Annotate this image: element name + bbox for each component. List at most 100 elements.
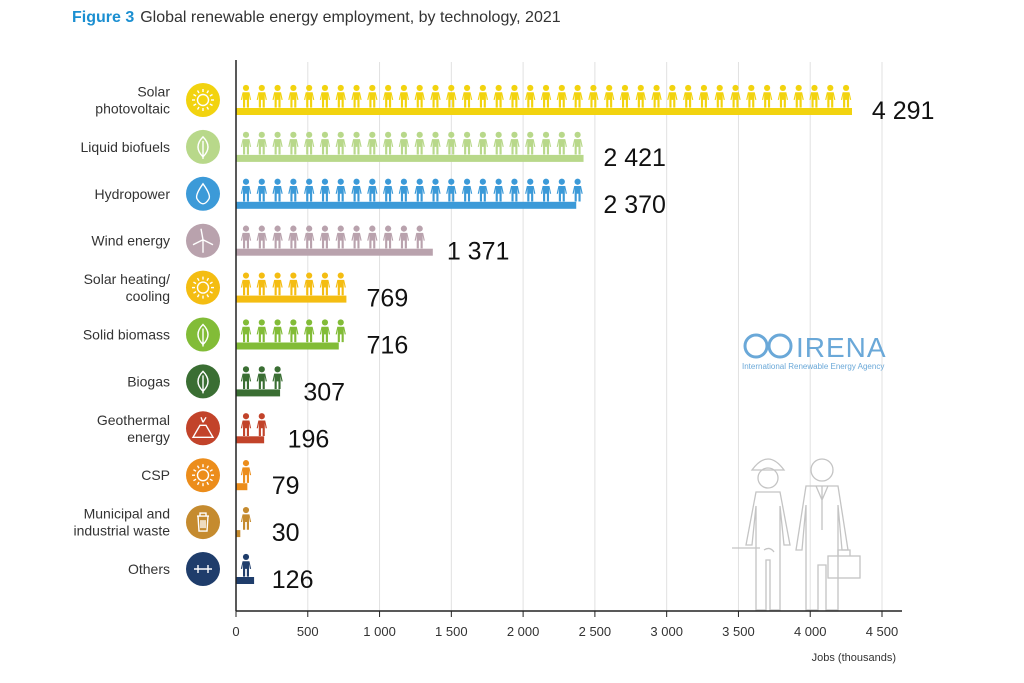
bar xyxy=(236,530,241,538)
person-pictogram xyxy=(272,178,283,202)
category-label: Wind energy xyxy=(91,233,170,249)
person-pictogram xyxy=(319,131,331,155)
person-pictogram xyxy=(240,366,252,390)
person-pictogram xyxy=(304,84,315,108)
value-label: 307 xyxy=(303,378,345,406)
x-tick-label: 3 500 xyxy=(722,624,755,639)
person-pictogram xyxy=(493,131,504,155)
person-pictogram xyxy=(335,178,346,202)
category-label: Solid biomass xyxy=(83,327,170,343)
x-tick-label: 2 500 xyxy=(579,624,612,639)
value-label: 126 xyxy=(272,566,314,594)
category-label: Geothermal xyxy=(97,412,170,428)
person-pictogram xyxy=(288,272,299,296)
bar xyxy=(236,436,265,444)
value-label: 30 xyxy=(272,519,300,547)
value-label: 1 371 xyxy=(447,238,510,266)
bar xyxy=(236,154,584,162)
person-pictogram xyxy=(509,178,520,202)
value-label: 4 291 xyxy=(872,97,935,125)
plus-minus-icon xyxy=(186,552,220,586)
person-pictogram xyxy=(540,131,552,155)
person-pictogram xyxy=(588,84,599,108)
person-pictogram xyxy=(240,225,252,249)
person-pictogram xyxy=(288,178,299,202)
person-pictogram xyxy=(335,319,346,343)
person-pictogram xyxy=(683,84,694,108)
person-pictogram xyxy=(477,84,489,108)
person-pictogram xyxy=(240,413,252,436)
x-tick-label: 1 500 xyxy=(435,624,468,639)
category-label: Biogas xyxy=(127,373,170,389)
person-pictogram xyxy=(288,84,299,108)
person-pictogram xyxy=(288,225,299,249)
person-pictogram xyxy=(493,84,504,108)
person-pictogram xyxy=(461,131,473,155)
person-pictogram xyxy=(840,84,852,108)
person-pictogram xyxy=(698,84,710,108)
x-tick-label: 1 000 xyxy=(363,624,396,639)
person-pictogram xyxy=(288,131,299,155)
person-pictogram xyxy=(461,84,473,108)
person-pictogram xyxy=(304,319,315,343)
person-pictogram xyxy=(477,178,489,202)
person-pictogram xyxy=(477,131,489,155)
person-pictogram xyxy=(398,84,410,108)
person-pictogram xyxy=(746,84,757,108)
category-label: Municipal and xyxy=(84,506,170,522)
person-pictogram xyxy=(556,178,567,202)
person-pictogram xyxy=(272,225,283,249)
person-pictogram xyxy=(335,225,346,249)
x-tick-label: 3 000 xyxy=(650,624,683,639)
person-pictogram xyxy=(556,131,567,155)
category-label: Others xyxy=(128,561,170,577)
value-label: 2 421 xyxy=(603,144,666,172)
person-pictogram xyxy=(240,460,252,483)
bar xyxy=(236,108,852,115)
sun-icon xyxy=(186,458,220,493)
person-pictogram xyxy=(351,84,362,108)
person-pictogram xyxy=(430,131,441,155)
person-pictogram xyxy=(272,84,283,108)
person-pictogram xyxy=(335,272,346,296)
x-axis-title: Jobs (thousands) xyxy=(812,652,896,664)
person-pictogram xyxy=(367,84,378,108)
person-pictogram xyxy=(288,319,299,343)
person-pictogram xyxy=(240,506,252,530)
bar xyxy=(236,201,577,209)
leaf-icon xyxy=(186,317,220,352)
person-pictogram xyxy=(319,178,331,202)
person-pictogram xyxy=(398,178,410,202)
category-label: Solar heating/ xyxy=(84,271,171,287)
category-label: industrial waste xyxy=(74,523,171,539)
sun-icon xyxy=(186,83,220,117)
person-pictogram xyxy=(714,84,725,108)
x-tick-label: 4 000 xyxy=(794,624,827,639)
person-pictogram xyxy=(256,272,267,296)
person-pictogram xyxy=(430,84,441,108)
bar xyxy=(236,248,433,256)
person-pictogram xyxy=(572,131,583,155)
person-pictogram xyxy=(398,225,410,249)
value-labels: 4 291 2 421 2 370 1 371 769 716 307 196 79 30 126 xyxy=(272,97,935,594)
value-label: 769 xyxy=(367,285,409,313)
person-pictogram xyxy=(240,319,252,343)
person-pictogram xyxy=(367,131,378,155)
figure-title-text: Global renewable energy employment, by t… xyxy=(140,9,561,26)
person-pictogram xyxy=(525,131,536,155)
person-pictogram xyxy=(335,84,346,108)
person-pictogram xyxy=(604,84,615,108)
person-pictogram xyxy=(319,225,331,249)
bar xyxy=(236,389,281,397)
person-pictogram xyxy=(335,131,346,155)
person-pictogram xyxy=(525,84,536,108)
irena-logo: IRENA International Renewable Energy Age… xyxy=(742,332,886,371)
value-label: 79 xyxy=(272,472,300,500)
x-tick-label: 4 500 xyxy=(866,624,899,639)
bar xyxy=(236,342,339,350)
figure-label: Figure 3 xyxy=(72,9,135,26)
volcano-icon xyxy=(186,411,220,446)
person-pictogram xyxy=(382,225,394,249)
person-pictogram xyxy=(730,84,741,108)
